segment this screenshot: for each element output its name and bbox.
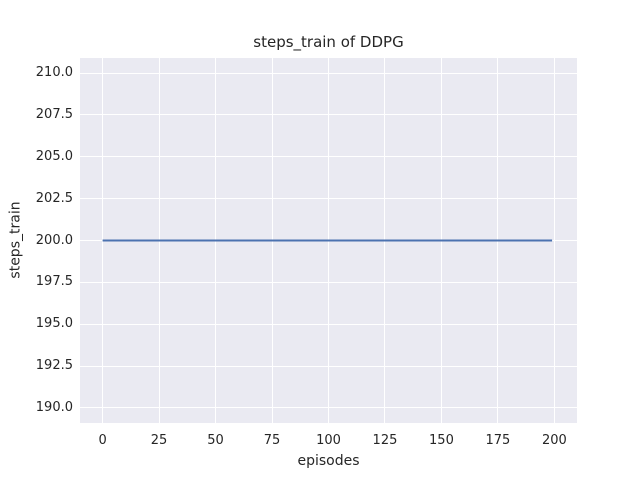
gridline-horizontal — [80, 407, 577, 409]
line-series-steps-train — [102, 239, 553, 242]
x-tick-label: 75 — [263, 433, 281, 448]
y-axis-label: steps_train — [7, 201, 24, 279]
y-tick-label: 210.0 — [35, 65, 73, 81]
gridline-horizontal — [80, 281, 577, 283]
y-tick-label: 202.5 — [35, 190, 73, 206]
y-tick-label: 192.5 — [35, 358, 73, 374]
y-tick-label: 205.0 — [35, 148, 73, 164]
gridline-horizontal — [80, 365, 577, 367]
x-tick-label: 200 — [541, 433, 567, 448]
x-tick-label: 0 — [98, 433, 107, 448]
gridline-horizontal — [80, 198, 577, 200]
x-tick-label: 100 — [316, 433, 341, 448]
x-tick-label: 50 — [207, 433, 224, 448]
x-tick-label: 25 — [150, 433, 168, 448]
x-axis-label: episodes — [297, 453, 360, 469]
x-tick-label: 175 — [485, 433, 511, 448]
gridline-horizontal — [80, 323, 577, 325]
gridline-horizontal — [80, 114, 577, 116]
plot-area — [80, 58, 577, 423]
y-axis-tick-labels: 190.0 192.5 195.0 197.5 200.0 202.5 205.0 207.5… — [0, 58, 73, 423]
y-tick-label: 207.5 — [35, 106, 73, 122]
x-tick-label: 125 — [372, 433, 398, 448]
y-tick-label: 197.5 — [35, 274, 73, 290]
chart-title: steps_train of DDPG — [253, 33, 404, 51]
y-tick-label: 200.0 — [35, 232, 73, 248]
gridline-horizontal — [80, 156, 577, 158]
x-tick-label: 150 — [429, 433, 454, 448]
y-tick-label: 190.0 — [35, 399, 73, 415]
y-tick-label: 195.0 — [35, 316, 73, 332]
gridline-horizontal — [80, 72, 577, 74]
x-axis-tick-labels: 0 25 50 75 100 125 150 175 200 — [80, 433, 577, 449]
